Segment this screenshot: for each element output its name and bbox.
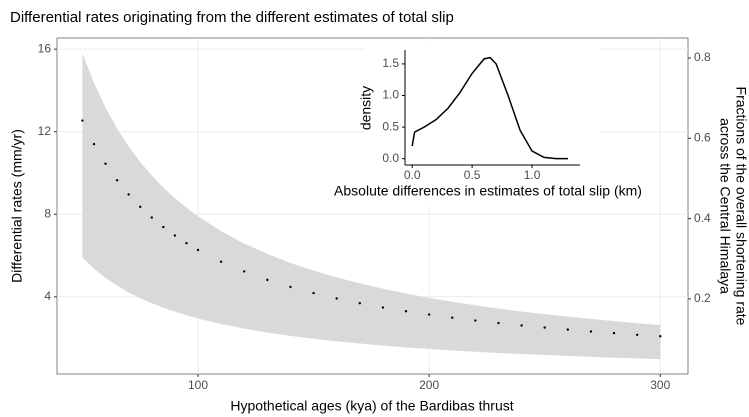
- inset-x-tick-label: 1.0: [524, 168, 541, 182]
- point: [520, 324, 523, 327]
- x-tick-label: 200: [419, 378, 439, 392]
- point: [427, 313, 431, 316]
- y-axis-title: Differential rates (mm/yr): [9, 129, 25, 283]
- point: [104, 162, 107, 165]
- x-tick-label: 300: [650, 378, 670, 392]
- chart-title: Differential rates originating from the …: [10, 9, 454, 26]
- inset-x-title: Absolute differences in estimates of tot…: [334, 183, 642, 199]
- inset-panel: [365, 42, 600, 207]
- point: [659, 335, 662, 338]
- point: [635, 333, 639, 336]
- y-tick-label: 12: [38, 124, 52, 138]
- point: [289, 285, 292, 289]
- point: [451, 316, 454, 319]
- point: [612, 331, 616, 335]
- y2-tick-label: 0.6: [694, 131, 711, 145]
- y2-axis-title: across the Central Himalaya: [717, 118, 733, 294]
- x-tick-label: 100: [188, 378, 208, 392]
- inset-y-tick-label: 0.0: [382, 151, 399, 165]
- point: [139, 205, 142, 209]
- point: [312, 291, 315, 295]
- point: [497, 321, 500, 325]
- point: [127, 193, 130, 196]
- inset-y-tick-label: 1.0: [382, 88, 399, 102]
- y2-tick-label: 0.2: [694, 291, 711, 305]
- point: [335, 297, 338, 300]
- point: [115, 179, 119, 182]
- point: [219, 260, 223, 263]
- y2-tick-label: 0.4: [694, 211, 711, 225]
- density-line: [411, 56, 569, 160]
- y-tick-label: 4: [44, 289, 51, 303]
- point: [196, 248, 200, 252]
- inset-x-tick-label: 0.5: [464, 168, 481, 182]
- point: [266, 278, 269, 282]
- inset-y-title: density: [358, 86, 374, 130]
- y2-tick-label: 0.8: [694, 50, 711, 64]
- point: [243, 270, 246, 273]
- point: [474, 319, 477, 322]
- band-upper: [82, 53, 661, 360]
- x-axis-title: Hypothetical ages (kya) of the Bardibas …: [230, 398, 513, 414]
- inset-x-tick-label: 0.0: [404, 168, 421, 182]
- point: [185, 241, 188, 245]
- point: [81, 119, 84, 122]
- inset-y-tick-label: 1.5: [382, 56, 399, 70]
- inset-y-tick-label: 0.5: [382, 119, 399, 133]
- point: [162, 225, 165, 229]
- point: [150, 216, 153, 219]
- point: [543, 326, 546, 329]
- point: [92, 142, 96, 146]
- point: [404, 310, 408, 313]
- y-tick-label: 16: [38, 41, 52, 55]
- y2-axis-title: Fractions of the overall shortening rate: [733, 87, 749, 326]
- y-tick-label: 8: [44, 206, 51, 220]
- point: [173, 234, 177, 237]
- point: [566, 328, 570, 331]
- point: [381, 306, 385, 309]
- point: [358, 302, 361, 305]
- point: [589, 330, 593, 333]
